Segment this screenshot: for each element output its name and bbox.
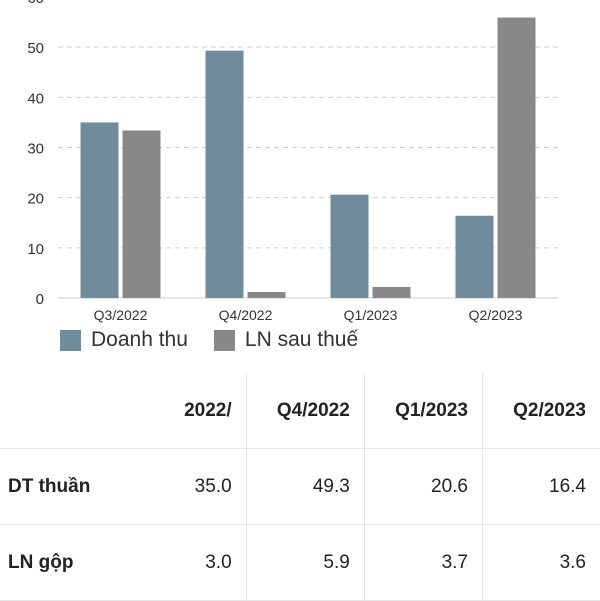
chart-legend: Doanh thu LN sau thuế <box>60 326 384 354</box>
legend-item-profit[interactable]: LN sau thuế <box>213 328 359 352</box>
bar-chart: 0 10 20 30 40 50 60 Q3/2022 Q4/2022 Q1/2023 Q2/20… <box>27 0 558 323</box>
row-label-gross-profit: LN gộp <box>0 524 146 601</box>
table-header-q3-2022: /2022 <box>146 373 247 449</box>
bar-profit[interactable] <box>247 291 286 298</box>
x-tick-label: Q1/2023 <box>344 307 398 323</box>
legend-swatch-revenue <box>60 329 81 351</box>
x-tick-label: Q2/2023 <box>469 307 523 323</box>
bar-profit[interactable] <box>497 17 536 299</box>
row-label-net-revenue: DT thuần <box>0 448 146 525</box>
y-tick-label: 40 <box>27 90 44 107</box>
bar-revenue[interactable] <box>80 122 119 299</box>
table-cell: 20.6 <box>363 448 483 525</box>
y-tick-label: 20 <box>27 191 44 208</box>
bars <box>80 17 536 299</box>
table-cell: 3.7 <box>363 524 483 601</box>
bar-revenue[interactable] <box>330 194 369 298</box>
table-cell: 5.9 <box>245 524 365 601</box>
table-header-q4-2022: Q4/2022 <box>245 373 365 449</box>
y-tick-label: 60 <box>27 0 44 7</box>
table-cell: 35.0 <box>146 448 247 525</box>
y-tick-label: 10 <box>27 241 44 258</box>
financial-table: /2022 Q4/2022 Q1/2023 Q2/2023 DT thuần 3… <box>0 373 600 601</box>
bar-profit[interactable] <box>372 286 411 298</box>
table-cell: 3.6 <box>481 524 600 601</box>
table-row: LN gộp 3.0 5.9 3.7 3.6 <box>0 524 600 601</box>
y-axis: 0 10 20 30 40 50 60 <box>27 0 44 308</box>
legend-label-revenue: Doanh thu <box>91 328 188 351</box>
table-header-row: /2022 Q4/2022 Q1/2023 Q2/2023 <box>0 373 600 449</box>
legend-swatch-profit <box>213 329 235 351</box>
bar-revenue[interactable] <box>455 215 494 298</box>
table-cell: 16.4 <box>481 448 600 525</box>
table-cell: 49.3 <box>245 448 365 525</box>
table-row: DT thuần 35.0 49.3 20.6 16.4 <box>0 448 600 525</box>
legend-label-profit: LN sau thuế <box>244 328 359 351</box>
y-tick-label: 30 <box>27 141 44 158</box>
x-tick-label: Q3/2022 <box>94 307 148 323</box>
bar-revenue[interactable] <box>205 50 244 299</box>
x-tick-label: Q4/2022 <box>219 307 273 323</box>
table-cell: 3.0 <box>146 524 247 601</box>
y-tick-label: 50 <box>27 40 44 57</box>
bar-profit[interactable] <box>122 130 161 298</box>
table-header-corner <box>0 373 146 449</box>
x-axis: Q3/2022 Q4/2022 Q1/2023 Q2/2023 <box>94 307 523 323</box>
y-tick-label: 0 <box>36 291 44 308</box>
table-header-q2-2023: Q2/2023 <box>481 373 600 449</box>
table-header-q1-2023: Q1/2023 <box>363 373 483 449</box>
legend-item-revenue[interactable]: Doanh thu <box>60 328 188 352</box>
